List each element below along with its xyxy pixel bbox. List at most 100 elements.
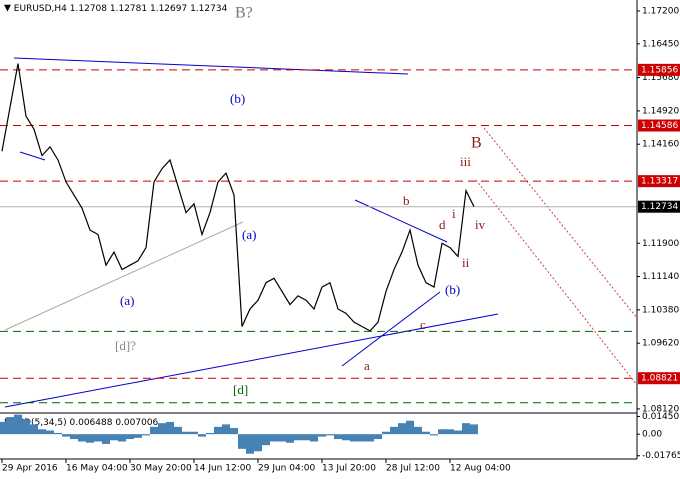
trend-lines: [4, 57, 638, 408]
annotation: a: [364, 358, 370, 373]
macd-bar: [206, 432, 214, 435]
trend-line: [4, 221, 244, 331]
macd-bar: [302, 434, 310, 441]
level-label-box: [638, 119, 680, 132]
annotation: (b): [230, 91, 245, 106]
macd-bar: [102, 434, 110, 444]
y-tick-label: 1.17200: [642, 6, 679, 16]
annotation: iii: [460, 154, 471, 169]
level-label: 1.08821: [641, 374, 678, 384]
macd-bar: [438, 429, 446, 435]
y-tick-label: 1.10380: [642, 305, 679, 315]
macd-bar: [350, 434, 358, 442]
close: 1.12734: [190, 4, 227, 14]
macd-bar: [46, 430, 54, 435]
macd-bar: [382, 431, 390, 435]
macd-bar: [278, 434, 286, 442]
level-label-box: [638, 372, 680, 385]
macd-bar: [198, 434, 206, 437]
y-tick-label: 1.08120: [642, 404, 679, 414]
macd-bar: [86, 434, 94, 443]
macd-bar: [254, 434, 262, 452]
trend-line: [341, 291, 441, 367]
annotation: [d]?: [115, 338, 136, 353]
macd-bar: [406, 420, 414, 435]
x-tick-label: 28 Jul 12:00: [386, 464, 440, 474]
x-tick-label: 16 May 04:00: [66, 464, 128, 474]
macd-bar: [366, 434, 374, 442]
macd-bar: [470, 424, 478, 435]
annotation: ii: [462, 255, 470, 270]
macd-bar: [214, 426, 222, 435]
macd-bar: [166, 421, 174, 435]
level-label: 1.13317: [641, 177, 678, 187]
macd-bar: [318, 434, 326, 437]
annotation: (b): [445, 282, 460, 297]
macd-bar: [446, 429, 454, 435]
macd-bar: [62, 434, 70, 437]
y-tick-label: 1.14920: [642, 106, 679, 116]
macd-main: 0.006488: [70, 418, 113, 428]
level-label-box: [638, 63, 680, 76]
macd-bar: [150, 426, 158, 435]
macd-tick-label: 0.014501: [642, 412, 680, 422]
macd-tick-label: 0.00: [642, 430, 662, 440]
macd-bar: [182, 431, 190, 435]
level-label: 1.14586: [641, 121, 678, 131]
x-tick-label: 29 Jun 04:00: [258, 464, 315, 474]
macd-bar: [110, 434, 118, 441]
macd-bar: [286, 434, 294, 443]
annotation: i: [452, 206, 456, 221]
x-tick-label: 13 Jul 20:00: [322, 464, 376, 474]
macd-bar: [22, 419, 30, 435]
symbol-name: EURUSD,H4: [14, 4, 67, 14]
macd-bar: [414, 426, 422, 435]
annotation: (a): [242, 227, 256, 242]
projection-line: [475, 179, 638, 386]
y-tick-label: 1.16450: [642, 39, 679, 49]
y-tick-label: 1.14160: [642, 140, 679, 150]
macd-signal: 0.007006: [115, 418, 158, 428]
macd-bar: [398, 423, 406, 435]
last-price-box: [638, 200, 680, 213]
macd-name: MACD(5,34,5): [4, 418, 67, 428]
macd-bar: [422, 431, 430, 435]
y-tick-label: 1.09620: [642, 339, 679, 349]
macd-bar: [462, 423, 470, 435]
macd-bar: [190, 431, 198, 435]
trend-line: [4, 313, 499, 408]
macd-bar: [38, 429, 46, 435]
level-label-box: [638, 175, 680, 188]
macd-bar: [390, 426, 398, 435]
x-tick-label: 14 Jun 12:00: [194, 464, 251, 474]
low: 1.12697: [150, 4, 187, 14]
macd-bar: [54, 432, 62, 435]
annotation: b: [403, 193, 410, 208]
macd-label: MACD(5,34,5) 0.006488 0.007006: [4, 418, 159, 428]
macd-bar: [126, 434, 134, 440]
x-tick-label: 12 Aug 04:00: [450, 464, 511, 474]
open: 1.12708: [70, 4, 107, 14]
y-tick-label: 1.11900: [642, 239, 679, 249]
macd-bar: [326, 434, 334, 436]
x-tick-label: 29 Apr 2016: [2, 464, 58, 474]
annotations: B? (b) (a) (a) [d]? [d] b d i iii B iv i…: [115, 5, 486, 397]
macd-bar: [158, 423, 166, 435]
macd-bar: [454, 430, 462, 435]
price-line: [1, 63, 475, 332]
high: 1.12781: [110, 4, 147, 14]
trend-line: [13, 57, 409, 75]
macd-bar: [358, 434, 366, 442]
macd-bar: [374, 434, 382, 440]
macd-bar: [334, 434, 342, 440]
macd-bar: [30, 424, 38, 435]
x-tick-label: 30 May 20:00: [130, 464, 192, 474]
annotation: iv: [475, 217, 486, 232]
annotation: B: [471, 135, 482, 152]
macd-bar: [430, 434, 438, 436]
macd-bar: [262, 434, 270, 446]
annotation: d: [439, 217, 446, 232]
macd-bar: [238, 434, 246, 449]
macd-bar: [134, 434, 142, 438]
